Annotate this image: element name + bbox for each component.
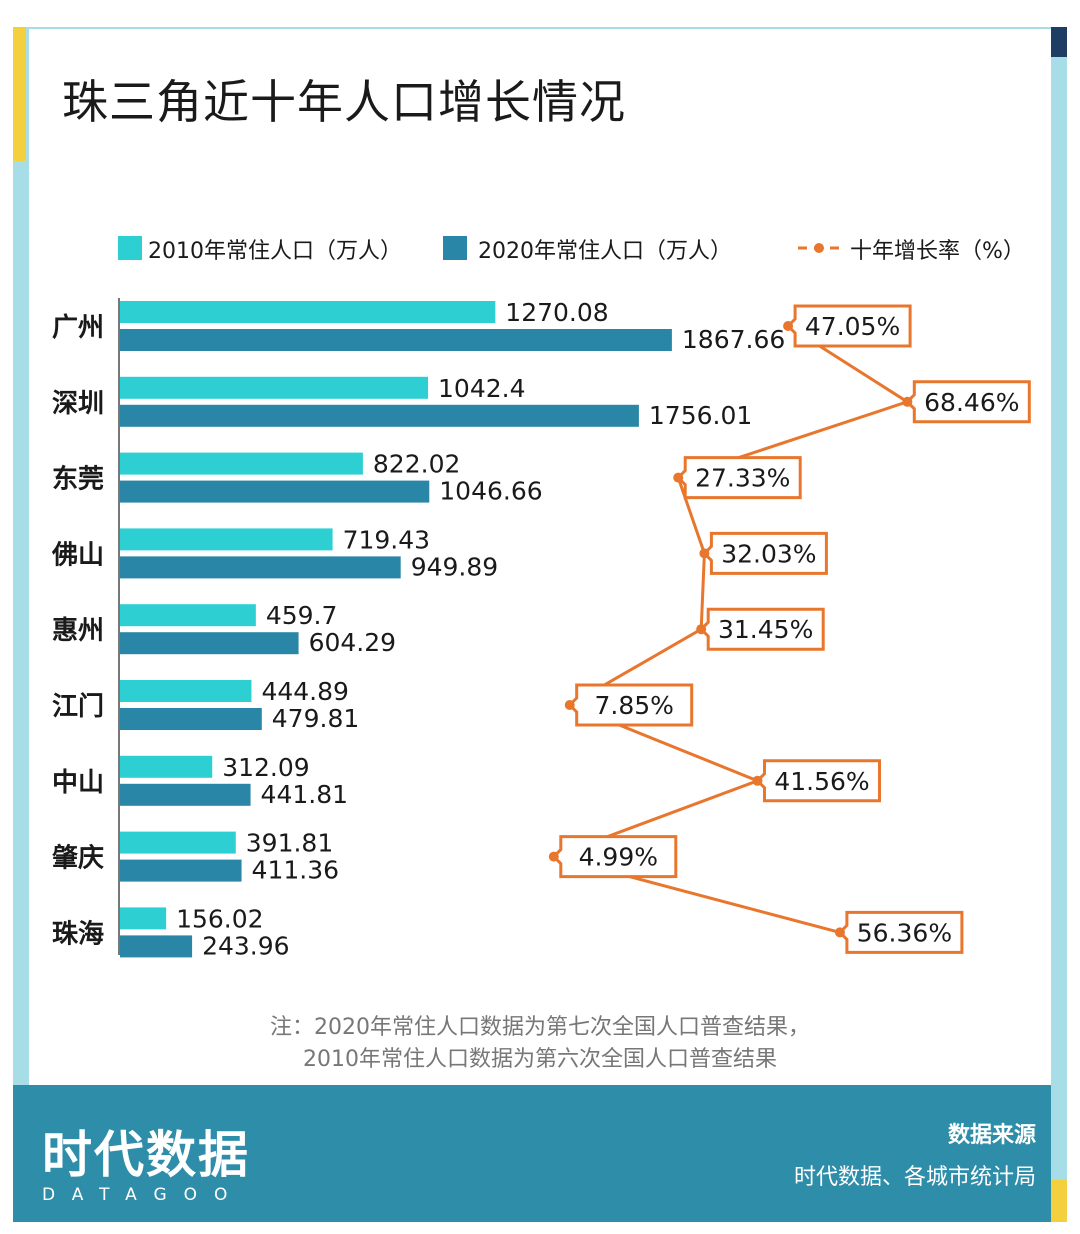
legend-label-growth: 十年增长率（%） (850, 239, 1025, 264)
bar-2010-1 (120, 376, 429, 399)
growth-label-6: 41.56% (774, 767, 869, 796)
category-label-1: 深圳 (52, 389, 104, 419)
bar-2010-7 (120, 831, 236, 854)
navy-accent-bar (1051, 27, 1067, 57)
bar-2020-2 (120, 480, 430, 503)
value-label-2020-6: 441.81 (261, 780, 348, 809)
legend-label-2010: 2010年常住人口（万人） (148, 239, 402, 264)
footnote: 注：2020年常住人口数据为第七次全国人口普查结果， 2010年常住人口数据为第… (0, 1012, 1080, 1076)
bar-2020-5 (120, 708, 262, 730)
value-label-2020-1: 1756.01 (649, 401, 752, 430)
growth-label-2: 27.33% (695, 464, 790, 493)
footnote-line-2: 2010年常住人口数据为第六次全国人口普查结果 (303, 1047, 777, 1072)
footnote-line-1: 注：2020年常住人口数据为第七次全国人口普查结果， (270, 1015, 810, 1040)
bar-2020-7 (120, 859, 242, 882)
bar-2010-3 (120, 528, 333, 551)
value-label-2020-4: 604.29 (309, 628, 396, 657)
growth-callout-box-7 (551, 835, 678, 879)
category-label-6: 中山 (52, 768, 104, 798)
growth-point-0 (783, 321, 794, 331)
brand-subtitle: DATAGOO (42, 1185, 245, 1205)
legend-label-2020: 2020年常住人口（万人） (478, 239, 732, 264)
bar-2020-1 (120, 404, 639, 427)
growth-callout-box-6 (755, 759, 881, 803)
value-label-2010-2: 822.02 (373, 450, 460, 479)
growth-point-4 (696, 624, 707, 635)
growth-point-7 (548, 851, 559, 862)
growth-callout-box-0 (785, 304, 912, 348)
bar-2020-6 (120, 783, 251, 806)
bar-2020-8 (120, 935, 193, 958)
bar-2010-0 (120, 301, 496, 323)
brand-logo: 时代数据 DATAGOO (42, 1115, 250, 1205)
bar-2010-8 (120, 907, 167, 930)
category-label-2: 东莞 (52, 464, 104, 495)
brand-name: 时代数据 (42, 1126, 250, 1184)
category-label-7: 肇庆 (52, 843, 104, 874)
bar-2020-4 (120, 632, 299, 655)
value-label-2010-3: 719.43 (343, 525, 430, 554)
value-label-2020-7: 411.36 (252, 856, 339, 885)
value-label-2020-2: 1046.66 (439, 477, 542, 506)
growth-callout-box-1 (905, 380, 1031, 424)
growth-callout-box-4 (699, 607, 825, 651)
value-label-2020-5: 479.81 (272, 704, 359, 733)
value-label-2010-5: 444.89 (261, 677, 348, 706)
growth-point-8 (834, 927, 845, 938)
growth-callout-box-2 (676, 456, 802, 500)
growth-point-2 (673, 472, 684, 483)
value-label-2010-8: 156.02 (176, 904, 263, 933)
growth-point-1 (902, 396, 913, 407)
value-label-2020-0: 1867.66 (682, 325, 785, 354)
growth-label-5: 7.85% (595, 691, 674, 720)
bar-2010-5 (120, 680, 252, 702)
growth-label-8: 56.36% (857, 918, 952, 947)
growth-label-4: 31.45% (718, 615, 813, 644)
growth-point-3 (699, 548, 710, 559)
growth-callout-box-5 (567, 683, 694, 727)
legend-swatch-growth (798, 243, 840, 253)
legend-swatch-2020 (443, 236, 467, 260)
legend-swatch-2010 (118, 236, 142, 260)
bar-2020-0 (120, 329, 672, 351)
bar-2010-2 (120, 452, 363, 475)
yellow-accent-corner (1051, 1180, 1067, 1222)
value-label-2010-7: 391.81 (246, 829, 333, 858)
growth-callout-box-3 (702, 531, 828, 575)
data-source: 数据来源 时代数据、各城市统计局 (794, 1117, 1036, 1191)
category-label-3: 佛山 (51, 540, 104, 570)
category-label-4: 惠州 (52, 616, 104, 646)
value-label-2010-1: 1042.4 (438, 374, 525, 403)
footer-band (13, 1085, 1051, 1222)
category-label-0: 广州 (52, 313, 104, 343)
category-label-5: 江门 (52, 692, 104, 722)
value-label-2010-4: 459.7 (266, 601, 338, 630)
value-label-2010-6: 312.09 (222, 753, 309, 782)
yellow-accent-bar (13, 27, 26, 161)
category-label-8: 珠海 (52, 919, 104, 949)
growth-point-6 (752, 775, 763, 786)
value-label-2010-0: 1270.08 (505, 298, 608, 327)
source-value: 时代数据、各城市统计局 (793, 1165, 1036, 1190)
chart-title: 珠三角近十年人口增长情况 (62, 75, 626, 129)
growth-point-5 (564, 700, 575, 710)
growth-label-1: 68.46% (924, 388, 1019, 417)
source-label: 数据来源 (947, 1123, 1036, 1148)
value-label-2020-3: 949.89 (411, 552, 498, 581)
growth-callout-box-8 (837, 910, 964, 954)
bar-2010-4 (120, 604, 256, 627)
growth-label-7: 4.99% (579, 843, 658, 872)
bar-2010-6 (120, 755, 213, 778)
bar-2020-3 (120, 556, 401, 579)
value-label-2020-8: 243.96 (202, 931, 289, 960)
growth-label-3: 32.03% (721, 539, 816, 568)
growth-label-0: 47.05% (805, 312, 900, 341)
